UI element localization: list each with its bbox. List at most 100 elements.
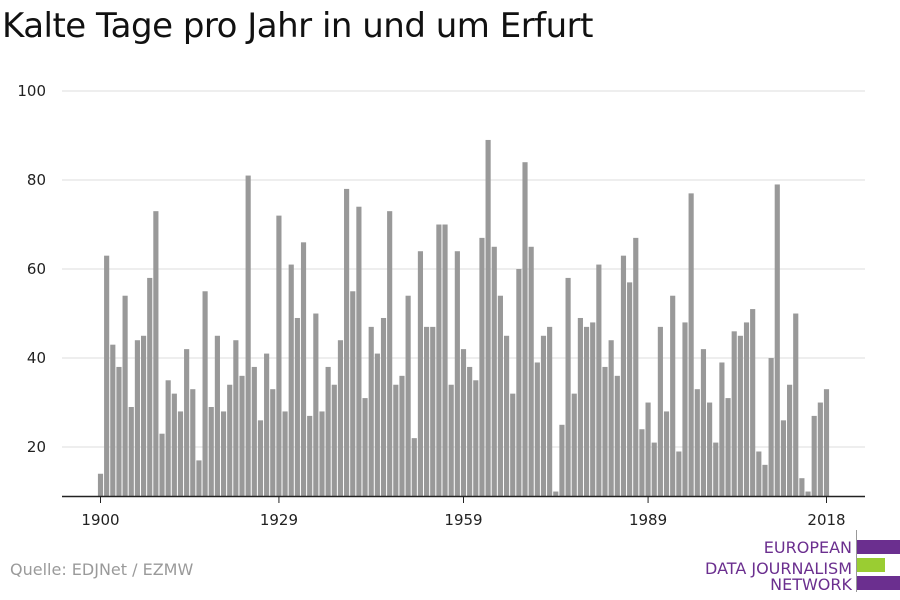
- bar: [220, 411, 227, 496]
- bar: [547, 326, 553, 496]
- bar: [651, 442, 657, 496]
- bar: [116, 366, 122, 496]
- bar: [700, 349, 707, 496]
- bar: [190, 389, 196, 496]
- bar: [128, 406, 134, 496]
- bar: [159, 433, 165, 496]
- bar: [325, 366, 331, 496]
- bar: [411, 438, 417, 496]
- bar: [177, 411, 184, 496]
- bar: [516, 269, 522, 496]
- bar: [436, 224, 442, 496]
- bar: [399, 375, 405, 496]
- bar: [214, 335, 220, 496]
- bar: [565, 277, 571, 496]
- y-tick-label: 60: [27, 260, 46, 278]
- bar: [300, 242, 307, 496]
- bar: [110, 344, 116, 496]
- edjnet-logo: EUROPEAN DATA JOURNALISM NETWORK: [700, 530, 900, 600]
- bar: [104, 255, 110, 496]
- bar: [257, 420, 264, 496]
- bar: [596, 264, 602, 496]
- bar: [522, 162, 528, 496]
- bar: [823, 389, 830, 496]
- bar: [577, 317, 583, 496]
- bar: [682, 322, 688, 496]
- bar: [540, 335, 547, 496]
- bar: [362, 398, 368, 496]
- bar: [97, 473, 104, 496]
- bar: [571, 393, 577, 496]
- bar: [608, 340, 614, 496]
- bar: [583, 326, 590, 496]
- bar: [227, 384, 233, 496]
- bar: [331, 384, 337, 496]
- y-tick-label: 80: [27, 171, 46, 189]
- bar: [264, 353, 270, 496]
- bar: [196, 460, 202, 496]
- bar: [768, 358, 774, 496]
- bar: [448, 384, 454, 496]
- bar: [184, 349, 190, 496]
- bar: [479, 237, 485, 496]
- bar: [344, 188, 350, 496]
- bar: [559, 424, 565, 496]
- x-tick-label: 1900: [81, 511, 119, 529]
- bar: [645, 402, 651, 496]
- bar: [380, 317, 387, 496]
- x-tick-label: 2018: [807, 511, 845, 529]
- bar: [774, 184, 780, 496]
- bar: [460, 349, 467, 496]
- bar: [799, 478, 805, 496]
- y-tick-label: 100: [17, 82, 46, 100]
- bar: [454, 251, 460, 496]
- bar: [713, 442, 719, 496]
- bar: [762, 464, 768, 496]
- bar: [393, 384, 399, 496]
- bar: [602, 366, 608, 496]
- bar: [276, 215, 282, 496]
- bar: [288, 264, 294, 496]
- x-tick-label: 1989: [629, 511, 667, 529]
- bar: [534, 362, 540, 496]
- x-axis: 1900 1929 1959 1989 2018: [62, 495, 865, 529]
- bar: [208, 406, 214, 496]
- bar: [140, 335, 147, 496]
- bar: [719, 362, 725, 496]
- logo-bar-purple-bottom: [857, 576, 900, 590]
- bar: [491, 246, 497, 496]
- bar: [817, 402, 823, 496]
- bar: [147, 277, 153, 496]
- bar: [485, 139, 491, 496]
- bar: [811, 415, 817, 496]
- bar: [467, 366, 473, 496]
- bar: [590, 322, 596, 496]
- bar: [356, 206, 362, 496]
- bar: [510, 393, 516, 496]
- y-axis-labels: 20 40 60 80 100: [17, 82, 46, 456]
- bar: [737, 335, 743, 496]
- bar: [171, 393, 177, 496]
- bar: [780, 420, 787, 496]
- bar: [805, 491, 811, 496]
- bar: [528, 246, 534, 496]
- bar: [245, 175, 251, 497]
- bar: [239, 375, 245, 496]
- bar: [793, 313, 799, 496]
- bar: [430, 326, 436, 496]
- bar: [153, 211, 159, 496]
- bar: [553, 491, 559, 496]
- bar: [424, 326, 430, 496]
- bar: [725, 398, 731, 496]
- logo-line-2: DATA JOURNALISM: [705, 559, 852, 578]
- bar: [694, 389, 700, 496]
- bar: [202, 291, 208, 496]
- bar: [374, 353, 380, 496]
- logo-bar-purple-top: [857, 540, 900, 554]
- bar: [233, 340, 239, 496]
- x-tick-label: 1959: [444, 511, 482, 529]
- bar: [663, 411, 670, 496]
- bar: [497, 295, 503, 496]
- bar: [614, 375, 620, 496]
